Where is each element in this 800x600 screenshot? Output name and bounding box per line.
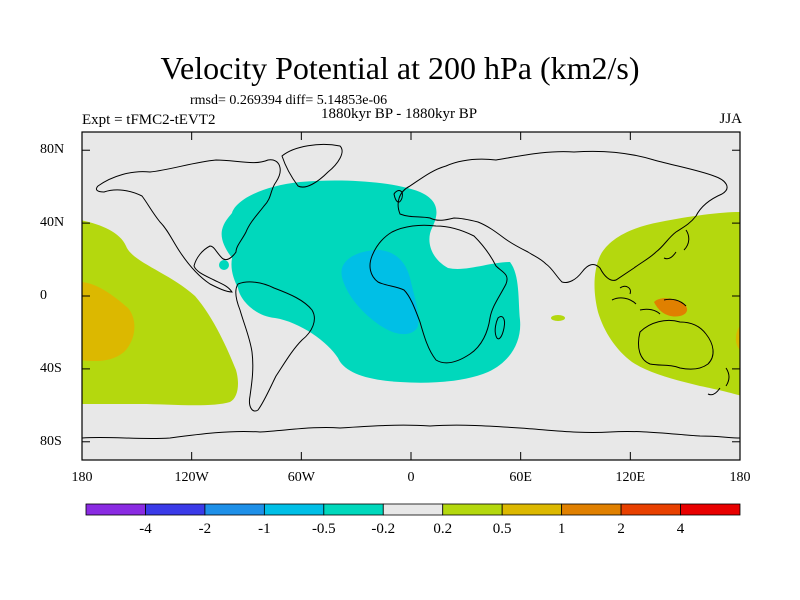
coast-madagascar (494, 315, 505, 340)
colorbar-label: -2 (198, 521, 212, 537)
coast-japan (663, 229, 690, 260)
coast-south-america (235, 281, 315, 412)
lon-tick-label: 120E (615, 470, 646, 485)
colorbar-swatch (323, 503, 384, 516)
africa-negative-core (341, 250, 419, 335)
plot-title: Velocity Potential at 200 hPa (km2/s) (160, 50, 640, 86)
coastlines (82, 143, 740, 440)
colorbar-label: 2 (617, 521, 625, 537)
lat-tick-label: 40S (40, 360, 62, 376)
coast-north-america (95, 159, 281, 293)
colorbar-swatch (145, 503, 206, 516)
lat-tick-label: 80S (40, 433, 62, 449)
lat-tick-label: 40N (40, 215, 65, 231)
lat-tick-label: 80N (40, 142, 65, 158)
coast-africa (369, 224, 508, 364)
lon-tick-label: 60E (509, 470, 532, 485)
positive-core-east (654, 298, 688, 317)
coast-indonesia (611, 285, 687, 315)
contour-layer (82, 180, 740, 406)
indian-ocean-patch (551, 315, 565, 321)
colorbar-swatch (263, 503, 325, 516)
colorbar-label: -4 (139, 521, 152, 537)
coast-antarctica (82, 424, 740, 440)
season-label: JJA (719, 111, 742, 127)
colorbar-label: 0.5 (492, 521, 512, 537)
period-label: 1880kyr BP - 1880kyr BP (321, 106, 478, 122)
colorbar-swatch (442, 503, 503, 516)
colorbar-swatch (561, 503, 622, 516)
lon-tick-label: 180 (71, 470, 93, 485)
colorbar-label: 1 (557, 521, 566, 537)
atlantic-negative-islet (219, 260, 229, 270)
colorbar-swatch (620, 503, 681, 516)
lon-tick-label: 120W (174, 470, 209, 485)
colorbar-label: 0.2 (433, 521, 453, 537)
colorbar-swatch (204, 503, 265, 516)
colorbar-swatch (85, 503, 146, 516)
experiment-label: Expt = tFMC2-tEVT2 (82, 112, 216, 128)
coast-new-zealand (707, 367, 730, 396)
lon-tick-label: 180 (729, 470, 751, 485)
coast-australia (637, 319, 714, 370)
positive-core-west (82, 282, 135, 361)
coast-eurasia (397, 150, 728, 283)
colorbar (85, 503, 741, 516)
colorbar-label: -0.2 (371, 521, 396, 537)
stats-line: rmsd= 0.269394 diff= 5.14853e-06 (190, 93, 388, 108)
colorbar-label: -1 (258, 521, 271, 537)
pacific-positive-region-west (82, 220, 238, 406)
positive-core-east-edge (735, 326, 740, 350)
coast-british-isles (393, 190, 403, 203)
colorbar-swatch (382, 503, 444, 516)
lat-tick-label: 0 (40, 288, 47, 303)
colorbar-label: 4 (676, 521, 685, 537)
colorbar-label: -0.5 (311, 521, 336, 537)
lon-tick-label: 60W (287, 470, 315, 485)
lon-tick-label: 0 (407, 470, 415, 485)
coast-greenland (281, 143, 343, 188)
colorbar-swatch (680, 503, 741, 516)
colorbar-swatch (501, 503, 563, 516)
axis-ticks (81, 132, 741, 460)
